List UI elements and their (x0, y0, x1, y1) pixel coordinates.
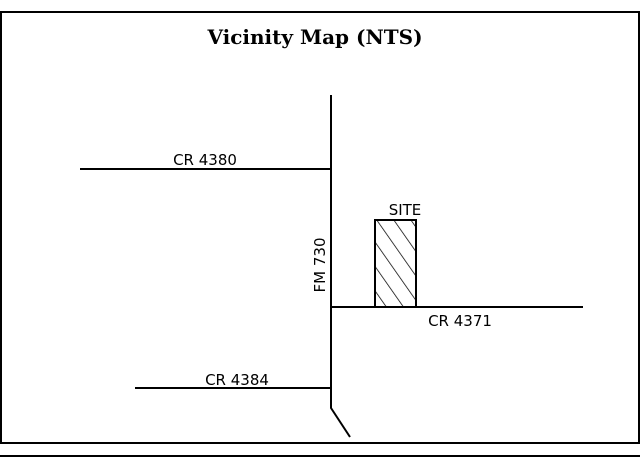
road-label: CR 4371 (428, 312, 492, 330)
site-label: SITE (389, 201, 422, 219)
frame (0, 11, 640, 457)
road-label: CR 4384 (205, 371, 269, 389)
road-label: FM 730 (311, 238, 329, 293)
road-label: CR 4380 (173, 151, 237, 169)
site-parcel (374, 219, 417, 308)
road-fm-730 (330, 95, 351, 438)
map-title: Vicinity Map (NTS) (206, 25, 422, 49)
